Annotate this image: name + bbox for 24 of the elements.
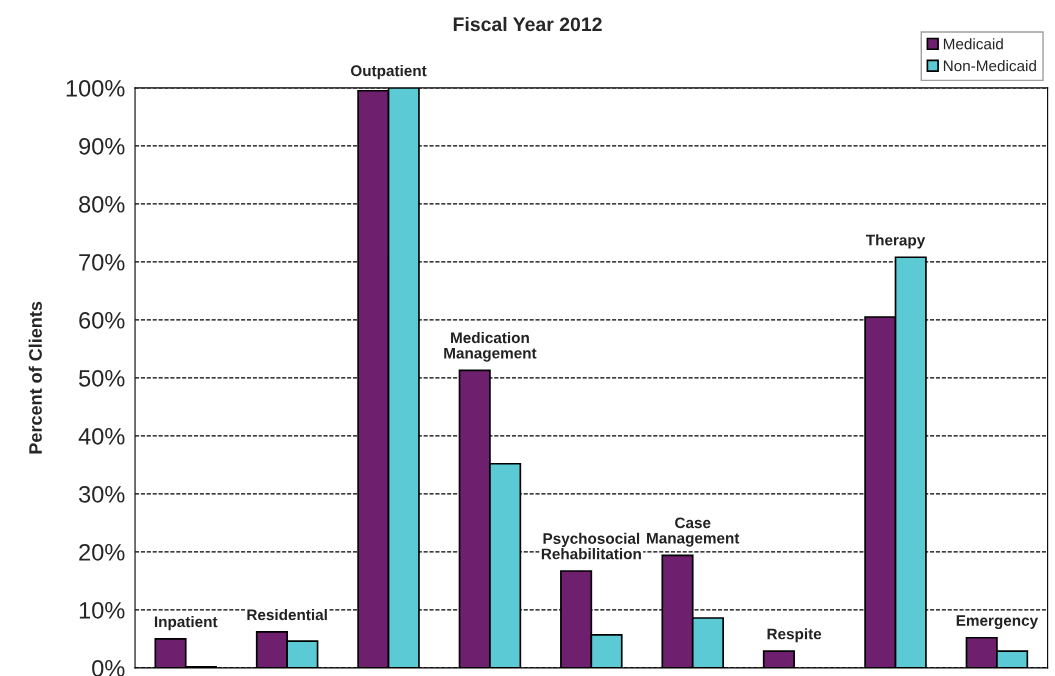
y-tick-label: 40% <box>78 427 125 445</box>
x-tick-label: Residential <box>247 608 327 621</box>
legend-label: Non-Medicaid <box>943 60 1036 72</box>
y-tick-label: 30% <box>78 485 125 503</box>
x-tick-label: Medication Management <box>444 331 537 362</box>
y-tick-label: 100% <box>66 79 125 97</box>
y-tick-label: 10% <box>79 601 125 619</box>
y-axis-title: Percent of Clients <box>28 301 42 454</box>
chart-title: Fiscal Year 2012 <box>453 16 602 32</box>
y-tick-label: 0% <box>92 659 125 676</box>
x-tick-label: Respite <box>767 628 822 643</box>
legend-label: Medicaid <box>943 38 1003 50</box>
x-tick-label: Case Management <box>647 517 740 547</box>
y-tick-label: 20% <box>79 543 125 561</box>
x-tick-label: Outpatient <box>350 64 427 80</box>
y-tick-label: 60% <box>79 311 125 329</box>
y-tick-label: 90% <box>79 137 125 155</box>
y-tick-label: 50% <box>79 369 125 387</box>
x-tick-label: Inpatient <box>154 615 218 631</box>
x-tick-label: Therapy <box>865 234 926 249</box>
x-tick-label: Psychosocial Rehabilitation <box>541 532 641 560</box>
x-tick-label: Emergency <box>956 615 1039 630</box>
y-tick-label: 80% <box>79 195 125 213</box>
y-tick-label: 70% <box>79 253 125 271</box>
